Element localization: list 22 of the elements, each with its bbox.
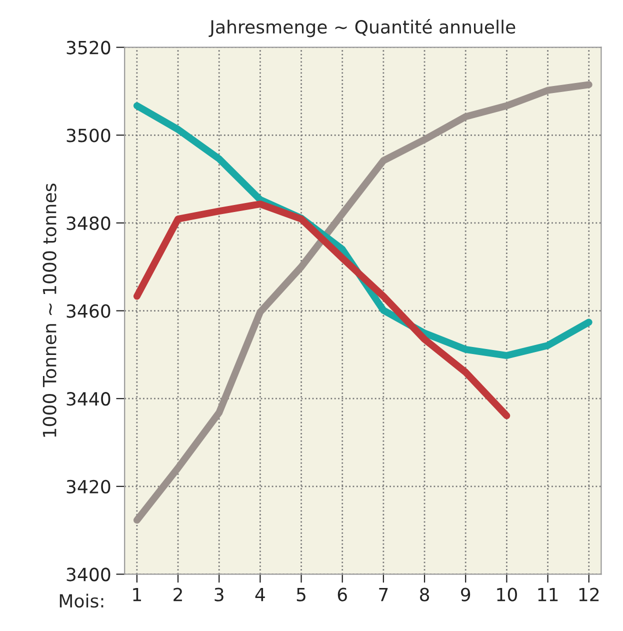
x-tick-label: 1 bbox=[133, 588, 141, 602]
x-axis-title: Mois: bbox=[60, 594, 104, 608]
x-tick-label: 10 bbox=[497, 588, 517, 602]
y-axis-title: 1000 Tonnen ~ 1000 tonnes bbox=[42, 184, 56, 437]
y-tick-label: 3520 bbox=[66, 40, 110, 54]
x-tick-label: 6 bbox=[338, 588, 347, 602]
chart-title: Jahresmenge ~ Quantité annuelle bbox=[208, 18, 516, 38]
x-tick-label: 5 bbox=[296, 588, 306, 602]
x-tick-label: 12 bbox=[579, 588, 599, 602]
x-tick-label: 11 bbox=[538, 588, 558, 602]
x-tick-label: 4 bbox=[255, 588, 265, 602]
y-tick-label: 3420 bbox=[66, 480, 110, 494]
x-tick-label: 9 bbox=[461, 588, 470, 602]
x-tick-label: 2 bbox=[174, 588, 182, 602]
y-tick-label: 3400 bbox=[66, 568, 110, 582]
x-tick-label: 7 bbox=[379, 588, 388, 602]
y-tick-label: 3440 bbox=[66, 392, 110, 406]
y-tick-label: 3480 bbox=[66, 216, 110, 230]
x-tick-label: 8 bbox=[420, 588, 430, 602]
x-tick-label: 3 bbox=[214, 588, 224, 602]
y-tick-label: 3460 bbox=[66, 304, 110, 318]
y-tick-label: 3500 bbox=[66, 128, 110, 142]
